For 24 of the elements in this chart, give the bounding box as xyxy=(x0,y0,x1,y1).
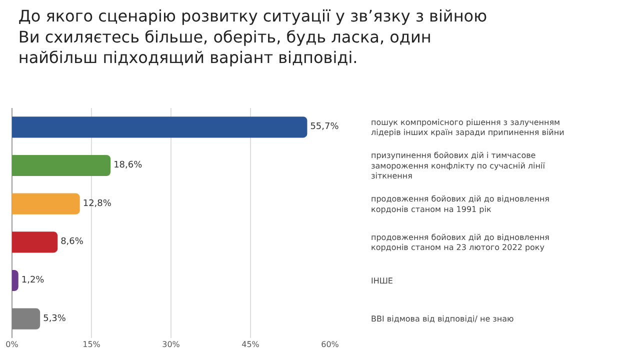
bar xyxy=(12,270,18,292)
y-tick-label: пошук компромісного рішення з залученням лідерів інших країн заради припинення війни xyxy=(371,118,564,138)
bar xyxy=(12,116,308,138)
x-tick-label: 15% xyxy=(82,340,101,349)
x-tick-label: 0% xyxy=(6,340,19,349)
bar xyxy=(12,308,40,330)
x-tick-label: 60% xyxy=(321,340,340,349)
data-label: 18,6% xyxy=(114,160,143,170)
data-label: 8,6% xyxy=(60,237,84,248)
y-tick-label: ВВІ відмова від відповіді/ не знаю xyxy=(371,314,514,324)
x-tick-label: 30% xyxy=(162,340,180,349)
data-label: 55,7% xyxy=(310,122,340,132)
bar xyxy=(12,232,58,253)
y-tick-label: продовження бойових дій до відновлення кордонів станом на 1991 рік xyxy=(371,194,550,214)
data-label: 1,2% xyxy=(21,276,45,286)
bar xyxy=(12,154,111,176)
data-label: 12,8% xyxy=(82,198,112,209)
bar xyxy=(12,193,80,214)
y-tick-label: ІНШЕ xyxy=(371,276,393,286)
y-tick-label: продовження бойових дій до відновлення кордонів станом на 23 лютого 2022 року xyxy=(371,232,550,252)
chart-title: До якого сценарію розвитку ситуації у зв’язку з війною Ви схиляєтесь більше, оберіть, будь ласка, один найбільш підходящий варіант відповіді. xyxy=(18,6,488,68)
x-tick-label: 45% xyxy=(242,340,260,349)
y-tick-label: призупинення бойових дій і тимчасове замороження конфлікту по сучасній лінії зіткнення xyxy=(371,150,546,181)
data-label: 5,3% xyxy=(43,314,66,324)
